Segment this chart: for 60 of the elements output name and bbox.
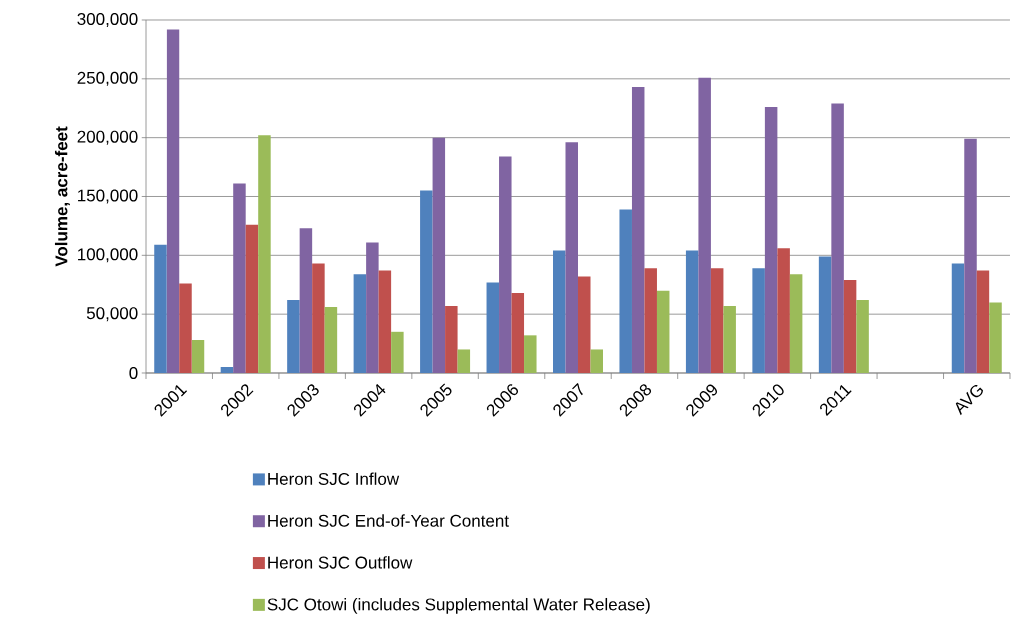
legend-label: Heron SJC End-of-Year Content [268, 514, 509, 527]
bar [258, 135, 271, 373]
bar [366, 242, 379, 373]
bar [245, 224, 259, 373]
y-tick-label: 200,000 [77, 130, 138, 145]
bar [299, 228, 313, 373]
bar [951, 263, 965, 373]
bar [818, 256, 832, 373]
bar [391, 331, 404, 373]
bar [486, 282, 500, 373]
bar [457, 349, 471, 373]
bar [432, 137, 446, 373]
bar [698, 77, 711, 373]
bar [856, 300, 869, 373]
bar [723, 305, 736, 373]
bar [989, 302, 1002, 373]
bar [312, 263, 325, 373]
bar [590, 349, 603, 373]
y-axis-title: Volume, acre-feet [54, 126, 70, 267]
bar [631, 87, 645, 373]
bar [752, 268, 765, 373]
legend-label: Heron SJC Outflow [268, 556, 413, 569]
bar [378, 270, 392, 373]
bar [220, 367, 234, 373]
bar [287, 300, 300, 373]
bar [789, 274, 803, 373]
bar [976, 270, 990, 373]
bar [233, 183, 246, 373]
bar [324, 307, 338, 373]
bar [511, 292, 525, 373]
legend-label: Heron SJC Inflow [268, 472, 400, 485]
bar [179, 283, 192, 373]
bar [964, 138, 977, 373]
bar [553, 250, 566, 373]
y-tick-label: 50,000 [86, 307, 138, 322]
bar [499, 156, 512, 373]
bar [565, 142, 578, 373]
y-tick-label: 150,000 [78, 189, 138, 204]
bar [843, 280, 857, 373]
legend-label: SJC Otowi (includes Supplemental Water Release) [267, 597, 650, 614]
bar [656, 290, 670, 373]
bar [191, 340, 205, 373]
bar [710, 268, 724, 373]
y-tick-label: 300,000 [77, 12, 138, 28]
bar [764, 107, 778, 373]
bar [154, 244, 167, 373]
y-tick-label: 100,000 [78, 248, 138, 263]
bar [445, 305, 458, 373]
bar [831, 103, 844, 373]
y-tick-label: 0 [129, 366, 138, 380]
bar [524, 335, 537, 373]
bar [420, 190, 433, 373]
bar [166, 29, 180, 373]
bar [353, 274, 367, 373]
bar [619, 209, 632, 373]
y-tick-label: 250,000 [77, 71, 138, 86]
bar [644, 268, 657, 373]
bar [777, 248, 790, 373]
bar [578, 276, 591, 373]
bar [685, 250, 699, 373]
